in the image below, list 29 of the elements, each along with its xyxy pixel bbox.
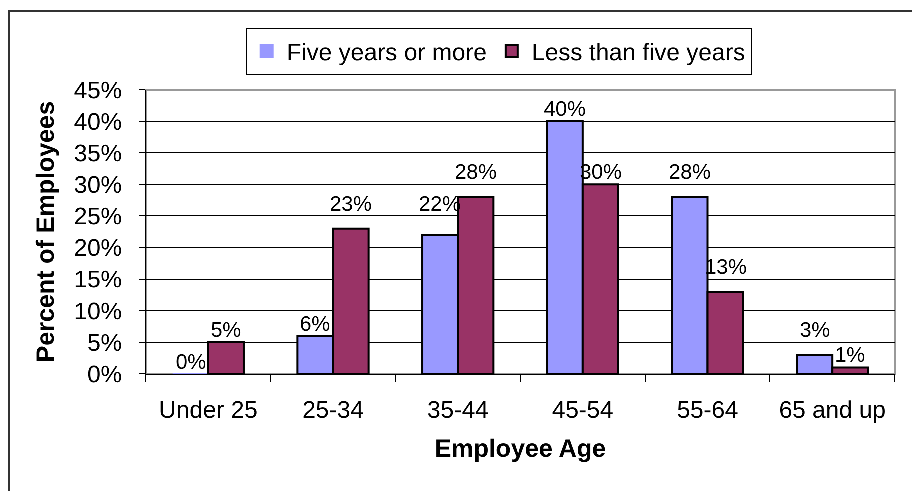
y-tick-label: 45% — [74, 77, 122, 104]
y-tick-label: 10% — [74, 298, 122, 326]
y-tick-label: 15% — [74, 266, 122, 294]
data-label: 28% — [455, 161, 498, 184]
y-tick-label: 40% — [74, 108, 122, 136]
x-tick-label: 55-64 — [677, 396, 738, 424]
y-tick-label: 20% — [74, 235, 122, 262]
x-axis-title: Employee Age — [434, 434, 606, 463]
legend-label: Less than five years — [532, 39, 746, 66]
y-tick-label: 35% — [74, 140, 122, 168]
legend-label: Five years or more — [286, 39, 487, 66]
y-axis-title: Percent of Employees — [32, 101, 60, 363]
data-label: 0% — [176, 351, 206, 374]
data-label: 5% — [211, 319, 242, 342]
x-tick-label: 25-34 — [302, 396, 364, 424]
data-label: 40% — [544, 98, 586, 121]
x-tick-label: Under 25 — [159, 396, 258, 424]
data-label: 23% — [330, 193, 372, 216]
y-tick-label: 25% — [74, 204, 122, 231]
data-label: 6% — [300, 313, 330, 336]
x-tick-label: 45-54 — [552, 396, 614, 424]
y-tick-label: 5% — [88, 330, 122, 357]
x-tick-label: 35-44 — [427, 396, 489, 424]
data-label: 1% — [835, 344, 866, 367]
x-tick-label: 65 and up — [779, 396, 886, 424]
data-label: 28% — [669, 161, 712, 184]
y-tick-label: 30% — [74, 172, 122, 200]
y-tick-label: 0% — [88, 361, 122, 388]
data-label: 3% — [800, 319, 830, 342]
